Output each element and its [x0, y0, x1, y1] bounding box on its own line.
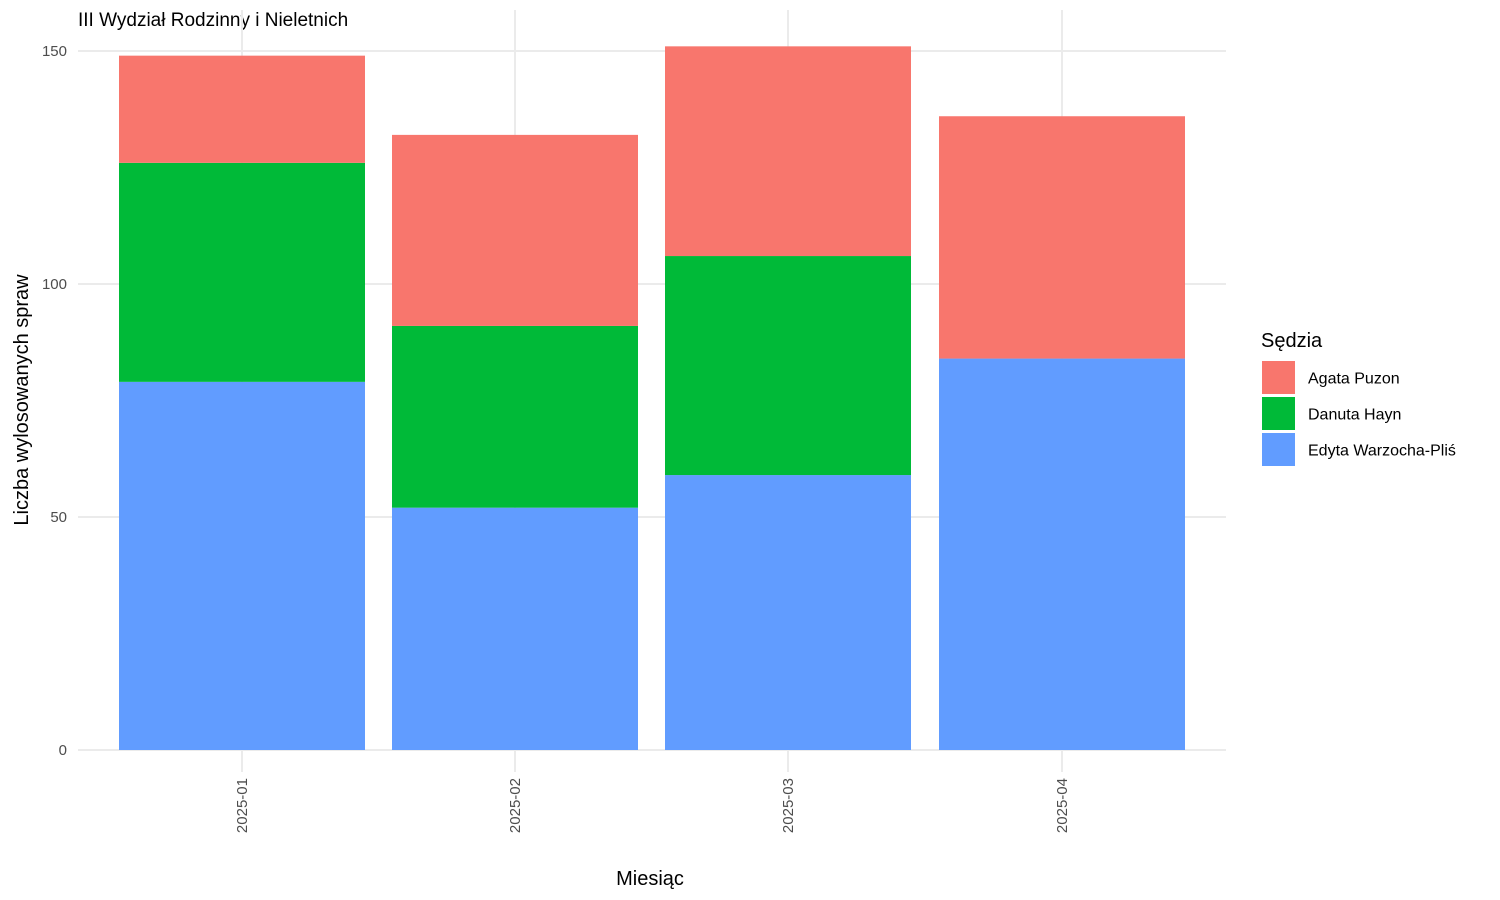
legend-title: Sędzia — [1261, 330, 1323, 352]
x-tick-label-2025-04: 2025-04 — [1054, 778, 1071, 833]
bar-2025-03-edyta-warzocha-pliś — [665, 475, 911, 750]
bar-2025-03-agata-puzon — [665, 46, 911, 257]
bars — [119, 46, 1185, 750]
bar-2025-01-edyta-warzocha-pliś — [119, 381, 365, 750]
bar-2025-03-danuta-hayn — [665, 256, 911, 476]
bar-2025-04-agata-puzon — [939, 116, 1185, 359]
x-tick-label-2025-03: 2025-03 — [780, 778, 797, 833]
legend-key-edyta-warzocha-pliś — [1262, 433, 1295, 466]
legend: Sędzia Agata Puzon Danuta Hayn Edyta Warzo… — [1261, 330, 1456, 466]
chart-title: III Wydział Rodzinny i Nieletnich — [78, 10, 348, 31]
legend-label-danuta-hayn: Danuta Hayn — [1308, 407, 1401, 424]
legend-label-edyta-warzocha-pliś: Edyta Warzocha-Pliś — [1308, 443, 1456, 460]
bar-2025-01-agata-puzon — [119, 55, 365, 163]
y-tick-label-0: 0 — [59, 742, 67, 759]
legend-key-danuta-hayn — [1262, 397, 1295, 430]
bar-2025-02-danuta-hayn — [392, 325, 638, 508]
legend-label-agata-puzon: Agata Puzon — [1308, 371, 1400, 388]
bar-2025-04-edyta-warzocha-pliś — [939, 358, 1185, 750]
y-tick-label-150: 150 — [42, 43, 67, 60]
x-axis-ticks: 2025-01 2025-02 2025-03 2025-04 — [234, 778, 1071, 833]
bar-2025-01-danuta-hayn — [119, 162, 365, 382]
bar-2025-02-agata-puzon — [392, 134, 638, 326]
x-tick-label-2025-01: 2025-01 — [234, 778, 251, 833]
y-axis-title: Liczba wylosowanych spraw — [11, 274, 33, 526]
y-tick-label-100: 100 — [42, 276, 67, 293]
x-axis-title: Miesiąc — [616, 868, 684, 890]
y-axis-ticks: 0 50 100 150 — [42, 43, 67, 759]
y-tick-label-50: 50 — [50, 509, 67, 526]
bar-2025-02-edyta-warzocha-pliś — [392, 507, 638, 750]
x-tick-label-2025-02: 2025-02 — [507, 778, 524, 833]
legend-key-agata-puzon — [1262, 361, 1295, 394]
